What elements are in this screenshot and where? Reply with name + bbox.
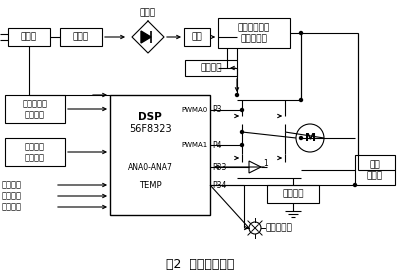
Circle shape (354, 184, 356, 186)
Bar (355, 155, 395, 185)
Bar (110, 95, 210, 215)
Text: P3: P3 (212, 105, 222, 114)
Bar (60, 28, 102, 46)
Bar (218, 18, 290, 48)
Text: 1: 1 (263, 158, 268, 167)
Bar (184, 28, 210, 46)
Text: PWMA1: PWMA1 (182, 142, 208, 148)
Text: ANA0-ANA7: ANA0-ANA7 (128, 162, 172, 172)
Text: 方向信号: 方向信号 (2, 191, 22, 201)
Bar (8, 28, 50, 46)
Circle shape (240, 143, 244, 146)
Circle shape (240, 131, 244, 133)
Circle shape (300, 32, 302, 35)
Text: P33: P33 (212, 162, 226, 172)
Circle shape (236, 93, 238, 97)
Bar (267, 185, 319, 203)
Text: 脱机信号: 脱机信号 (2, 181, 22, 189)
Text: TEMP: TEMP (139, 181, 161, 189)
Text: 图2  系统架构框图: 图2 系统架构框图 (166, 259, 234, 271)
Circle shape (240, 109, 244, 112)
Polygon shape (141, 31, 151, 43)
Text: 电流设定
拨盘开关: 电流设定 拨盘开关 (25, 142, 45, 162)
Circle shape (300, 98, 302, 102)
Text: DSP: DSP (138, 112, 162, 122)
Text: 滤波: 滤波 (192, 32, 202, 42)
Text: 56F8323: 56F8323 (129, 124, 171, 134)
Circle shape (300, 136, 302, 140)
Text: 整流器: 整流器 (140, 8, 156, 17)
Text: 细分级选择
拨盘开关: 细分级选择 拨盘开关 (22, 99, 48, 119)
Text: PWMA0: PWMA0 (182, 107, 208, 113)
Text: 温度
传感器: 温度 传感器 (367, 160, 383, 180)
Text: 防浪涌电流、
抗泵升电路: 防浪涌电流、 抗泵升电路 (238, 23, 270, 43)
Text: 霍尔器件: 霍尔器件 (282, 189, 304, 198)
Text: 报警指示灯: 报警指示灯 (266, 223, 293, 232)
Text: 步进脉冲: 步进脉冲 (2, 203, 22, 211)
Text: 变压器: 变压器 (73, 32, 89, 42)
Text: P4: P4 (212, 141, 222, 150)
Text: M: M (304, 133, 316, 143)
Bar (5, 138, 65, 166)
Bar (5, 95, 65, 123)
Text: P34: P34 (212, 181, 226, 189)
Text: 电压检测: 电压检测 (200, 64, 222, 73)
Text: 继电器: 继电器 (21, 32, 37, 42)
Bar (185, 60, 237, 76)
